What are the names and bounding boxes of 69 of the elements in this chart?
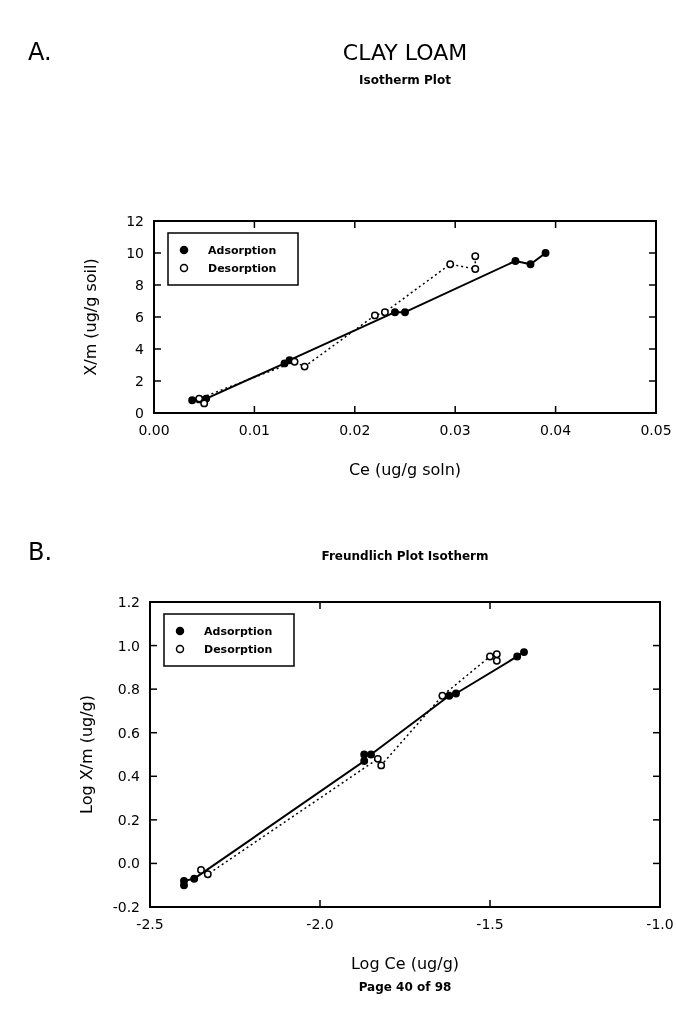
x-tick-label: -1.0 [646,916,674,932]
point [492,650,501,659]
y-tick-label: 0.8 [117,681,140,698]
legend-label: Adsorption [204,625,273,638]
point [471,265,480,273]
point [541,249,550,257]
point [380,308,389,317]
y-tick-label: 1.0 [117,637,140,654]
x-axis-title: Ce (ug/g soln) [348,460,462,479]
text: Page 40 of 98 [358,980,452,994]
point [360,757,369,765]
x-tick-label: 0.03 [439,422,471,438]
point [492,656,501,665]
y-tick-label: 8 [135,277,144,293]
x-tick-label: -2.0 [306,916,334,932]
y-tick-label: 10 [126,245,144,261]
y-tick-label: 0.4 [117,768,141,785]
y-tick-label: 6 [135,309,145,325]
point [391,308,399,317]
y-tick-label: -0.2 [112,899,140,915]
point [367,750,375,759]
point [360,750,369,759]
y-tick-label: 0.6 [117,724,141,741]
y-tick-label: 0.2 [117,811,140,828]
y-tick-label: 1.2 [117,594,140,610]
point [197,866,205,874]
point [486,652,494,661]
point [180,876,188,885]
legend-label: Adsorption [208,244,277,257]
y-tick-label: 0.0 [117,855,140,872]
point [300,362,309,371]
point [401,308,409,317]
point [290,357,299,366]
text: A. [28,38,52,66]
point [526,260,535,269]
y-tick-label: 12 [126,213,144,229]
point [471,252,480,261]
chart-title: Isotherm Plot [359,73,452,87]
y-axis-title: X/m (ug/g soil) [81,258,100,376]
x-tick-label: -2.5 [136,916,164,932]
point [373,754,382,763]
x-tick-label: 0.00 [138,422,170,438]
legend-label: Desorption [208,262,277,275]
point [445,691,454,700]
point [370,311,379,320]
text: CLAY LOAM [342,40,468,65]
y-tick-label: 2 [135,373,144,389]
legend-label: Desorption [204,643,273,656]
x-tick-label: 0.05 [640,422,672,438]
point [520,648,528,657]
point [511,257,520,265]
chart-title: Freundlich Plot Isotherm [321,549,489,563]
x-tick-label: -1.5 [476,916,504,932]
y-axis-title: Log X/m (ug/g) [77,694,96,815]
x-tick-label: 0.02 [339,422,371,438]
text: B. [28,538,53,566]
point [513,652,522,661]
y-tick-label: 0 [135,405,144,421]
y-tick-label: 4 [135,341,145,357]
x-tick-label: 0.01 [238,422,270,438]
x-axis-title: Log Ce (ug/g) [350,954,460,973]
point [203,870,212,879]
point [188,396,197,405]
point [190,874,199,883]
x-tick-label: 0.04 [540,422,572,438]
point [446,260,455,269]
point [438,691,447,700]
point [377,761,386,770]
point [452,689,460,698]
